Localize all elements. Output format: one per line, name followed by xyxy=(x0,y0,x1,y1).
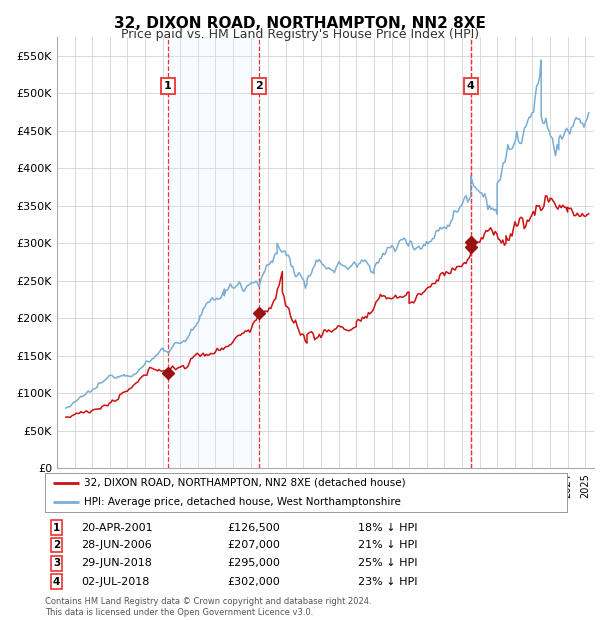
Text: 2: 2 xyxy=(256,81,263,91)
Text: HPI: Average price, detached house, West Northamptonshire: HPI: Average price, detached house, West… xyxy=(84,497,401,507)
Text: 21% ↓ HPI: 21% ↓ HPI xyxy=(358,540,418,550)
Text: 23% ↓ HPI: 23% ↓ HPI xyxy=(358,577,418,587)
Text: 3: 3 xyxy=(53,559,60,569)
Text: £302,000: £302,000 xyxy=(228,577,280,587)
Text: 2: 2 xyxy=(53,540,60,550)
Text: Contains HM Land Registry data © Crown copyright and database right 2024.
This d: Contains HM Land Registry data © Crown c… xyxy=(45,598,371,617)
Text: 18% ↓ HPI: 18% ↓ HPI xyxy=(358,523,418,533)
Text: £295,000: £295,000 xyxy=(228,559,281,569)
Text: 02-JUL-2018: 02-JUL-2018 xyxy=(82,577,150,587)
Text: 32, DIXON ROAD, NORTHAMPTON, NN2 8XE: 32, DIXON ROAD, NORTHAMPTON, NN2 8XE xyxy=(114,16,486,30)
Text: £126,500: £126,500 xyxy=(228,523,280,533)
Text: £207,000: £207,000 xyxy=(228,540,281,550)
Text: 29-JUN-2018: 29-JUN-2018 xyxy=(82,559,152,569)
Bar xyxy=(168,37,259,468)
Text: 1: 1 xyxy=(53,523,60,533)
Text: Price paid vs. HM Land Registry's House Price Index (HPI): Price paid vs. HM Land Registry's House … xyxy=(121,28,479,41)
Text: 4: 4 xyxy=(467,81,475,91)
Text: 20-APR-2001: 20-APR-2001 xyxy=(82,523,153,533)
Text: 25% ↓ HPI: 25% ↓ HPI xyxy=(358,559,418,569)
Text: 32, DIXON ROAD, NORTHAMPTON, NN2 8XE (detached house): 32, DIXON ROAD, NORTHAMPTON, NN2 8XE (de… xyxy=(84,477,406,488)
Text: 28-JUN-2006: 28-JUN-2006 xyxy=(82,540,152,550)
Text: 1: 1 xyxy=(164,81,172,91)
Text: 4: 4 xyxy=(53,577,60,587)
